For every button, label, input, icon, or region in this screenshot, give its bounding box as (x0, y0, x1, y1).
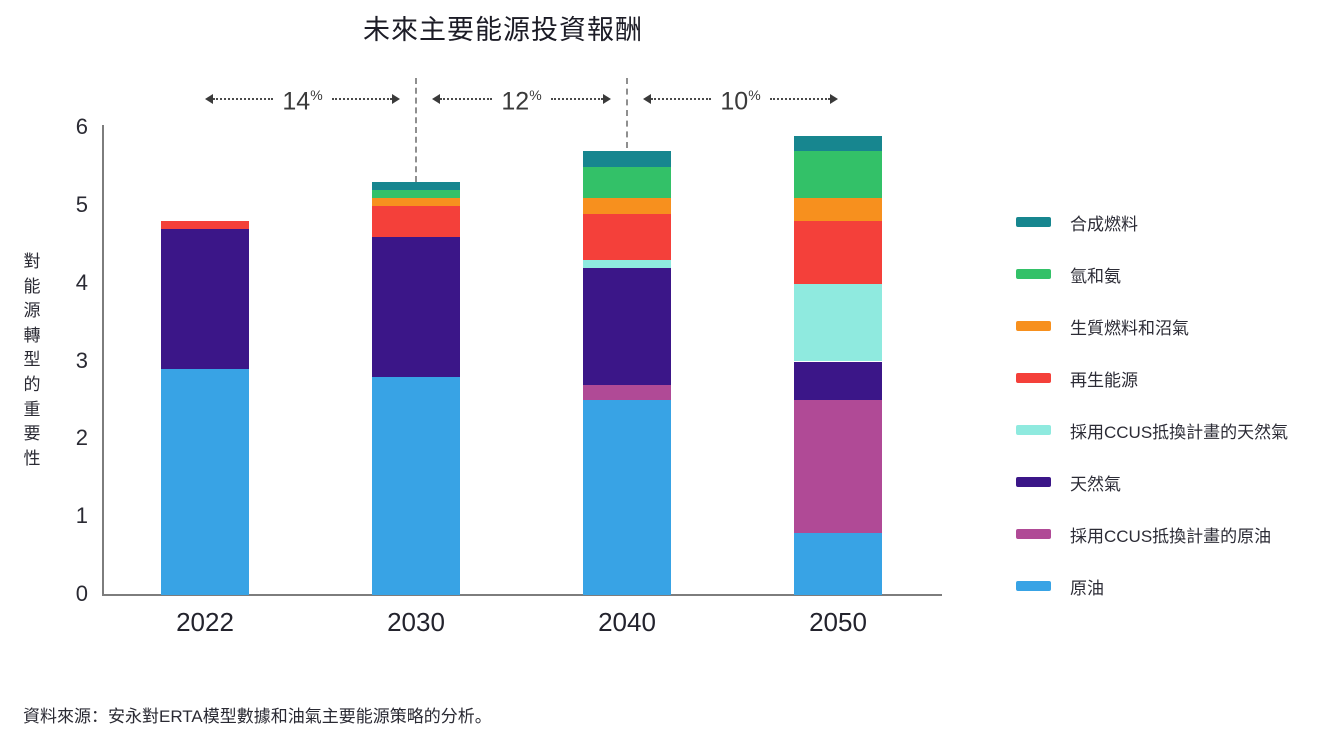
legend-label: 再生能源 (1070, 370, 1138, 390)
bar-segment-2050-氫和氨 (794, 151, 882, 199)
legend-item-原油: 原油 (1016, 560, 1288, 612)
legend-swatch-icon (1016, 269, 1051, 279)
legend-swatch-icon (1016, 529, 1051, 539)
legend-item-採用CCUS抵換計畫的天然氣: 採用CCUS抵換計畫的天然氣 (1016, 404, 1288, 456)
bar-segment-2022-原油 (161, 369, 249, 595)
y-axis-line (102, 125, 104, 596)
bar-segment-2040-再生能源 (583, 213, 671, 261)
bar-segment-2040-合成燃料 (583, 151, 671, 167)
bar-segment-2040-天然氣 (583, 268, 671, 385)
bar-segment-2022-天然氣 (161, 229, 249, 370)
source-note: 資料來源：安永對ERTA模型數據和油氣主要能源策略的分析。 (23, 707, 492, 726)
legend-label: 採用CCUS抵換計畫的原油 (1070, 526, 1272, 546)
bar-segment-2050-生質燃料和沼氣 (794, 198, 882, 222)
bar-segment-2030-氫和氨 (372, 190, 460, 199)
dotted-line (651, 98, 712, 100)
legend-swatch-icon (1016, 373, 1051, 383)
arrowhead-left-icon (643, 94, 651, 104)
growth-annotation-10: 10% (643, 86, 839, 116)
growth-annotation-14: 14% (205, 86, 401, 116)
dotted-line (440, 98, 493, 100)
y-tick-label-5: 5 (75, 191, 88, 217)
dotted-line (331, 98, 393, 100)
bar-segment-2050-再生能源 (794, 221, 882, 284)
bar-segment-2040-採用CCUS抵換計畫的原油 (583, 384, 671, 401)
bar-segment-2030-再生能源 (372, 205, 460, 237)
percent-label: 10% (720, 87, 761, 116)
legend: 合成燃料氫和氨生質燃料和沼氣 再生能源採用CCUS抵換計畫的天然氣 天然氣採用CCU… (1016, 196, 1288, 612)
bar-segment-2030-天然氣 (372, 236, 460, 378)
percent-label: 12% (501, 87, 542, 116)
arrowhead-right-icon (830, 94, 839, 104)
dotted-line (550, 98, 604, 100)
x-axis-label-2050: 2050 (809, 607, 867, 637)
legend-swatch-icon (1016, 425, 1051, 435)
bar-segment-2040-採用CCUS抵換計畫的天然氣 (583, 260, 671, 269)
bar-segment-2050-採用CCUS抵換計畫的天然氣 (794, 283, 882, 362)
bar-segment-2040-生質燃料和沼氣 (583, 198, 671, 214)
legend-item-生質燃料和沼氣: 生質燃料和沼氣 (1016, 300, 1288, 352)
bar-segment-2040-氫和氨 (583, 166, 671, 199)
legend-swatch-icon (1016, 581, 1051, 591)
dashed-connector-line (415, 78, 417, 182)
chart-title: 未來主要能源投資報酬 (363, 15, 643, 45)
dotted-line (769, 98, 831, 100)
y-tick-label-3: 3 (75, 347, 88, 373)
legend-swatch-icon (1016, 477, 1051, 487)
y-tick-label-2: 2 (75, 425, 88, 451)
bar-segment-2050-採用CCUS抵換計畫的原油 (794, 400, 882, 533)
legend-label: 合成燃料 (1070, 214, 1138, 234)
bar-segment-2040-原油 (583, 400, 671, 595)
bar-segment-2030-生質燃料和沼氣 (372, 198, 460, 206)
bar-segment-2030-合成燃料 (372, 182, 460, 191)
legend-swatch-icon (1016, 321, 1051, 331)
y-tick-label-1: 1 (75, 503, 88, 529)
x-axis-label-2030: 2030 (387, 607, 445, 637)
legend-label: 原油 (1070, 578, 1104, 598)
growth-annotation-12: 12% (432, 86, 612, 116)
legend-item-天然氣: 天然氣 (1016, 456, 1288, 508)
y-tick-label-4: 4 (75, 269, 88, 295)
arrowhead-right-icon (392, 94, 401, 104)
arrowhead-left-icon (432, 94, 440, 104)
arrowhead-left-icon (205, 94, 213, 104)
arrowhead-right-icon (603, 94, 612, 104)
legend-item-再生能源: 再生能源 (1016, 352, 1288, 404)
legend-item-合成燃料: 合成燃料 (1016, 196, 1288, 248)
bar-segment-2022-再生能源 (161, 221, 249, 230)
legend-swatch-icon (1016, 217, 1051, 227)
x-axis-label-2022: 2022 (176, 607, 234, 637)
y-tick-label-6: 6 (75, 114, 88, 139)
dotted-line (213, 98, 274, 100)
legend-label: 氫和氨 (1070, 266, 1121, 286)
legend-label: 生質燃料和沼氣 (1070, 318, 1189, 338)
legend-label: 採用CCUS抵換計畫的天然氣 (1070, 422, 1289, 442)
bar-segment-2050-合成燃料 (794, 135, 882, 152)
x-axis-label-2040: 2040 (598, 607, 656, 637)
legend-item-採用CCUS抵換計畫的原油: 採用CCUS抵換計畫的原油 (1016, 508, 1288, 560)
x-axis-line (102, 594, 942, 596)
y-tick-label-0: 0 (75, 581, 88, 606)
percent-label: 14% (282, 87, 323, 116)
legend-label: 天然氣 (1070, 474, 1121, 494)
y-axis-title: 對能源轉型的重要性 (23, 252, 41, 468)
bar-segment-2050-原油 (794, 532, 882, 595)
bar-segment-2050-天然氣 (794, 361, 882, 401)
legend-item-氫和氨: 氫和氨 (1016, 248, 1288, 300)
dashed-connector-line (626, 78, 628, 148)
bar-segment-2030-原油 (372, 377, 460, 595)
